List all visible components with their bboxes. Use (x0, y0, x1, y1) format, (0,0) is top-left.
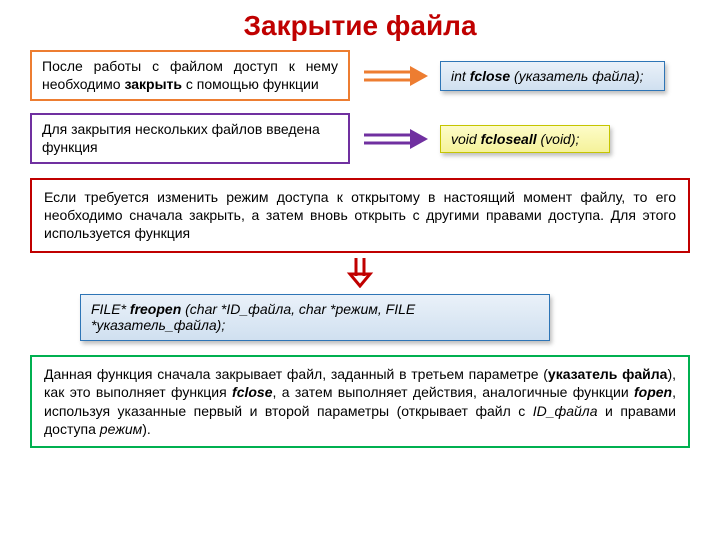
code-fclose: int fclose (указатель файла); (440, 61, 665, 91)
arrow-right-icon (360, 127, 430, 151)
arrow-3-wrap (0, 253, 720, 294)
row-fclose: После работы с файлом доступ к нему необ… (0, 50, 720, 113)
code-fcloseall: void fcloseall (void); (440, 125, 610, 153)
text-1-bold: закрыть (124, 76, 182, 92)
code-fcloseall-a: void (451, 131, 481, 147)
slide-title: Закрытие файла (0, 0, 720, 50)
t4-i3: ID_файла (533, 403, 598, 419)
t4-p3: , а затем выполняет действия, аналогичны… (273, 384, 634, 400)
code-fcloseall-b: fcloseall (481, 131, 537, 147)
text-box-3: Если требуется изменить режим доступа к … (30, 178, 690, 253)
arrow-right-icon (360, 64, 430, 88)
text-box-1: После работы с файлом доступ к нему необ… (30, 50, 350, 101)
t4-p6: ). (142, 421, 151, 437)
code-freopen-b: freopen (130, 301, 181, 317)
t4-i1: fclose (232, 384, 272, 400)
text-box-4: Данная функция сначала закрывает файл, з… (30, 355, 690, 448)
row-fcloseall: Для закрытия нескольких файлов введена ф… (0, 113, 720, 178)
arrow-down-icon (346, 256, 374, 288)
code-fclose-c: (указатель файла); (510, 68, 643, 84)
t4-b1: указатель файла (548, 366, 668, 382)
code-freopen: FILE* freopen (char *ID_файла, char *реж… (80, 294, 550, 342)
code-fcloseall-c: (void); (537, 131, 580, 147)
text-1-post: с помощью функции (182, 76, 319, 92)
t4-i4: режим (100, 421, 142, 437)
code-freopen-a: FILE* (91, 301, 130, 317)
arrow-2-wrap (350, 127, 440, 151)
text-box-2: Для закрытия нескольких файлов введена ф… (30, 113, 350, 164)
t4-p1: Данная функция сначала закрывает файл, з… (44, 366, 548, 382)
t4-i2: fopen (634, 384, 672, 400)
code-fclose-b: fclose (470, 68, 510, 84)
code-fclose-a: int (451, 68, 470, 84)
arrow-1-wrap (350, 64, 440, 88)
